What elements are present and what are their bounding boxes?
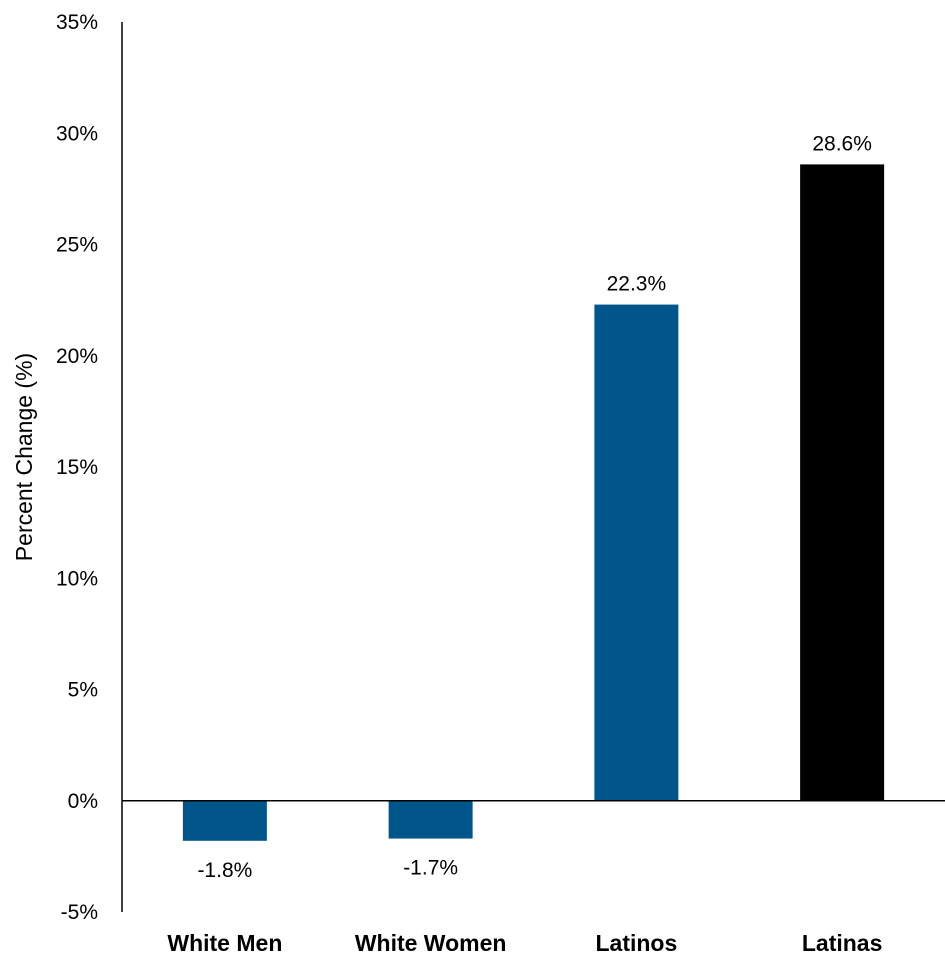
y-axis-title: Percent Change (%) — [11, 353, 37, 561]
data-label: -1.7% — [403, 857, 458, 880]
y-tick-label: 5% — [68, 679, 98, 702]
data-labels: -1.8% -1.7% 22.3% 28.6% — [197, 132, 871, 881]
bar — [594, 304, 679, 801]
y-tick-label: 15% — [56, 456, 98, 479]
y-tick-label: 30% — [56, 122, 98, 145]
data-label: -1.8% — [197, 859, 252, 882]
data-label: 28.6% — [812, 132, 872, 155]
y-tick-label: 25% — [56, 234, 98, 257]
y-tick-labels: -5% 0% 5% 10% 15% 20% 25% 30% 35% — [56, 11, 98, 924]
bar — [800, 164, 885, 801]
y-tick-label: 0% — [68, 790, 98, 813]
category-label: White Women — [355, 930, 507, 956]
category-labels: White Men White Women Latinos Latinas — [167, 930, 882, 956]
bars-layer — [182, 164, 885, 841]
y-tick-label: -5% — [61, 901, 98, 924]
category-label: Latinos — [595, 930, 677, 956]
bar — [388, 800, 473, 839]
data-label: 22.3% — [607, 273, 667, 296]
y-tick-label: 10% — [56, 567, 98, 590]
y-tick-label: 20% — [56, 345, 98, 368]
category-label: White Men — [167, 930, 282, 956]
category-label: Latinas — [802, 930, 883, 956]
y-tick-label: 35% — [56, 11, 98, 34]
bar — [182, 800, 267, 841]
